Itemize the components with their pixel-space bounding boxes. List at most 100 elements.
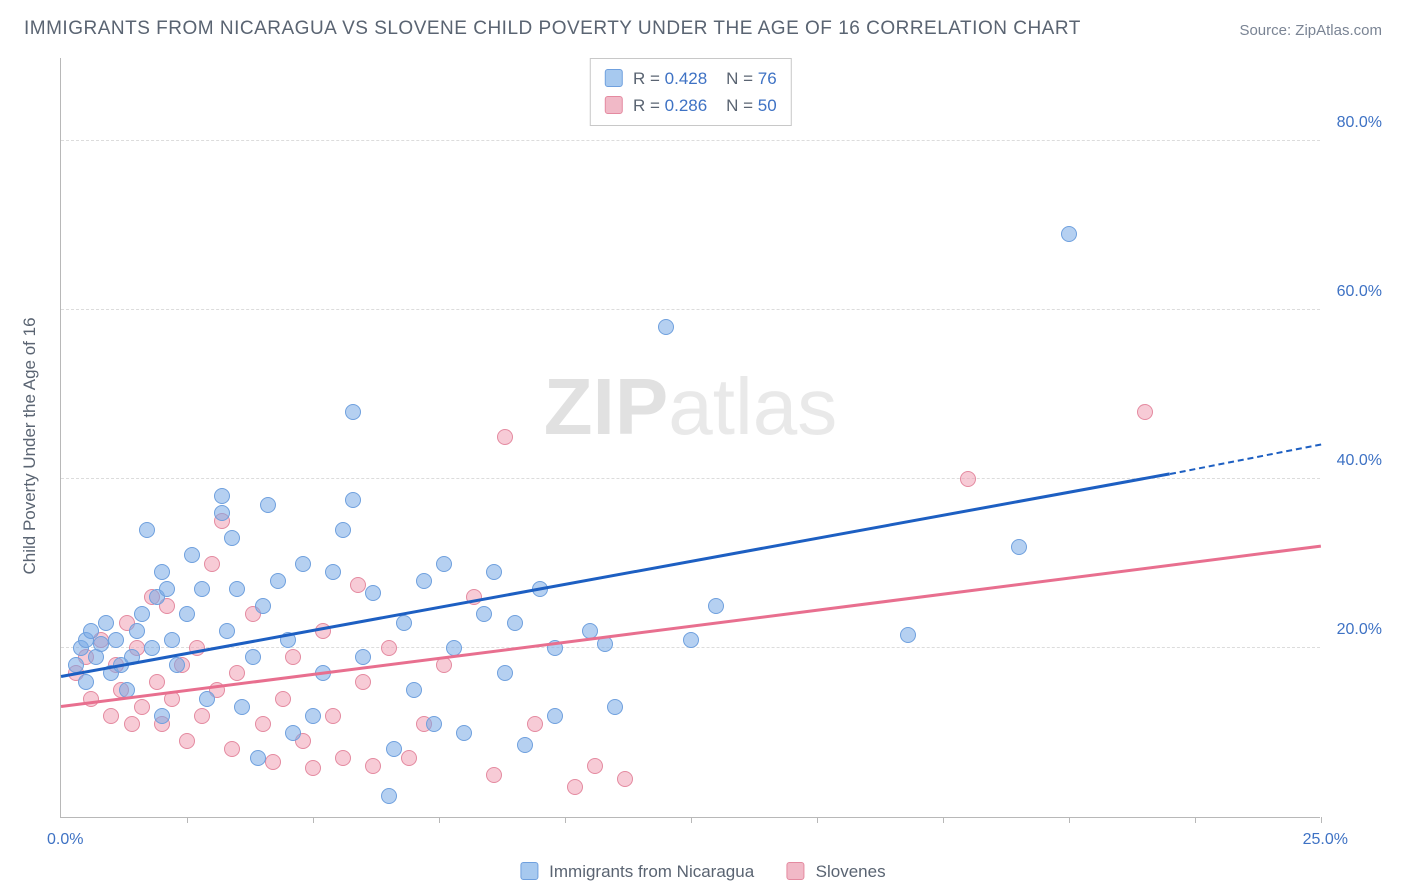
point-a	[381, 788, 397, 804]
point-a	[365, 585, 381, 601]
legend-item-a: Immigrants from Nicaragua	[520, 862, 758, 881]
trend-line-a-extrapolated	[1170, 443, 1322, 475]
point-a	[255, 598, 271, 614]
point-b	[265, 754, 281, 770]
point-b	[124, 716, 140, 732]
point-b	[134, 699, 150, 715]
point-a	[335, 522, 351, 538]
point-a	[517, 737, 533, 753]
point-a	[199, 691, 215, 707]
point-b	[229, 665, 245, 681]
correlation-legend: R = 0.428 N = 76 R = 0.286 N = 50	[589, 58, 791, 126]
grid-line	[61, 309, 1320, 310]
point-b	[325, 708, 341, 724]
y-axis-label: Child Poverty Under the Age of 16	[20, 317, 40, 574]
legend-label-b: Slovenes	[816, 862, 886, 881]
point-a	[345, 492, 361, 508]
point-a	[250, 750, 266, 766]
point-a	[456, 725, 472, 741]
y-tick-label: 80.0%	[1337, 114, 1382, 132]
point-b	[355, 674, 371, 690]
point-a	[139, 522, 155, 538]
x-tick-mark	[313, 817, 314, 823]
watermark-light: atlas	[668, 362, 837, 451]
point-a	[78, 674, 94, 690]
x-tick-mark	[1321, 817, 1322, 823]
point-a	[229, 581, 245, 597]
point-a	[129, 623, 145, 639]
source-attribution: Source: ZipAtlas.com	[1239, 22, 1382, 39]
point-a	[486, 564, 502, 580]
point-a	[144, 640, 160, 656]
x-tick-mark	[817, 817, 818, 823]
point-b	[179, 733, 195, 749]
point-a	[708, 598, 724, 614]
point-b	[567, 779, 583, 795]
point-a	[497, 665, 513, 681]
watermark-bold: ZIP	[544, 362, 668, 451]
point-a	[386, 741, 402, 757]
point-a	[426, 716, 442, 732]
point-a	[1011, 539, 1027, 555]
grid-line	[61, 140, 1320, 141]
point-a	[179, 606, 195, 622]
x-tick-mark	[1195, 817, 1196, 823]
y-tick-label: 20.0%	[1337, 621, 1382, 639]
point-a	[134, 606, 150, 622]
point-a	[900, 627, 916, 643]
legend-label-a: Immigrants from Nicaragua	[549, 862, 754, 881]
watermark: ZIPatlas	[544, 361, 837, 453]
x-tick-label: 0.0%	[47, 831, 83, 849]
plot-area: ZIPatlas R = 0.428 N = 76 R = 0.286 N = …	[60, 58, 1320, 818]
x-tick-label: 25.0%	[1303, 831, 1348, 849]
point-b	[401, 750, 417, 766]
x-tick-mark	[943, 817, 944, 823]
point-a	[355, 649, 371, 665]
point-a	[245, 649, 261, 665]
point-b	[194, 708, 210, 724]
chart-title: IMMIGRANTS FROM NICARAGUA VS SLOVENE CHI…	[24, 18, 1081, 40]
point-b	[486, 767, 502, 783]
point-b	[960, 471, 976, 487]
point-b	[381, 640, 397, 656]
point-a	[214, 488, 230, 504]
series-legend: Immigrants from Nicaragua Slovenes	[506, 862, 899, 882]
point-b	[149, 674, 165, 690]
point-b	[83, 691, 99, 707]
y-tick-label: 60.0%	[1337, 283, 1382, 301]
point-a	[607, 699, 623, 715]
x-tick-mark	[439, 817, 440, 823]
point-a	[1061, 226, 1077, 242]
point-a	[436, 556, 452, 572]
point-b	[617, 771, 633, 787]
point-a	[295, 556, 311, 572]
point-a	[507, 615, 523, 631]
point-a	[169, 657, 185, 673]
point-b	[497, 429, 513, 445]
swatch-b-icon	[787, 862, 805, 880]
point-b	[527, 716, 543, 732]
point-a	[547, 708, 563, 724]
point-a	[154, 564, 170, 580]
point-a	[658, 319, 674, 335]
point-b	[305, 760, 321, 776]
correlation-legend-row: R = 0.286 N = 50	[604, 92, 776, 119]
legend-item-b: Slovenes	[787, 862, 886, 881]
point-b	[365, 758, 381, 774]
point-a	[159, 581, 175, 597]
point-b	[587, 758, 603, 774]
point-a	[683, 632, 699, 648]
point-b	[204, 556, 220, 572]
point-b	[255, 716, 271, 732]
point-a	[93, 636, 109, 652]
y-tick-label: 40.0%	[1337, 452, 1382, 470]
point-b	[350, 577, 366, 593]
swatch-icon	[604, 69, 622, 87]
point-a	[214, 505, 230, 521]
point-a	[224, 530, 240, 546]
x-tick-mark	[565, 817, 566, 823]
point-a	[305, 708, 321, 724]
point-a	[476, 606, 492, 622]
point-b	[1137, 404, 1153, 420]
point-a	[154, 708, 170, 724]
